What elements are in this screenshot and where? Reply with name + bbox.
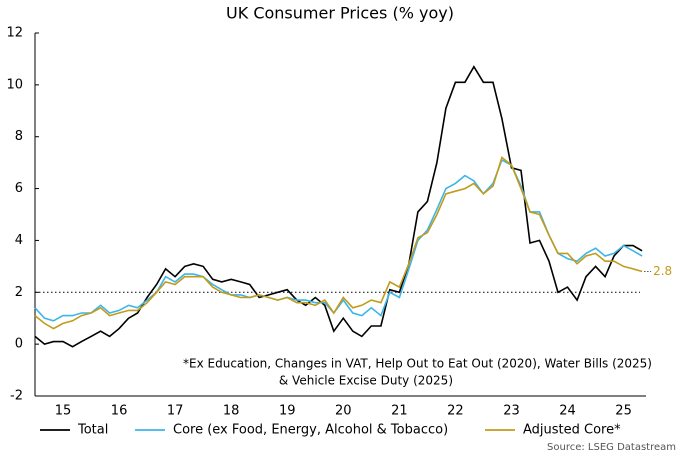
x-tick-label: 19 xyxy=(279,404,296,419)
y-tick-label: 6 xyxy=(15,181,23,196)
y-tick-label: 12 xyxy=(6,26,23,41)
x-tick-label: 23 xyxy=(503,404,520,419)
x-tick-label: 16 xyxy=(111,404,128,419)
x-tick-label: 22 xyxy=(447,404,464,419)
x-tick-label: 24 xyxy=(559,404,576,419)
footnote: *Ex Education, Changes in VAT, Help Out … xyxy=(183,357,652,371)
x-tick-label: 25 xyxy=(615,404,632,419)
x-tick-label: 20 xyxy=(335,404,352,419)
x-tick-label: 18 xyxy=(223,404,240,419)
series-line xyxy=(34,65,643,348)
legend-label: Adjusted Core* xyxy=(523,423,621,438)
x-tick-label: 15 xyxy=(55,404,72,419)
series-line xyxy=(34,156,643,330)
y-tick-label: 0 xyxy=(15,337,23,352)
source: Source: LSEG Datastream xyxy=(547,442,676,453)
footnote: & Vehicle Excise Duty (2025) xyxy=(279,374,453,388)
legend-label: Core (ex Food, Energy, Alcohol & Tobacco… xyxy=(173,423,448,438)
y-tick-label: -2 xyxy=(10,389,23,404)
x-tick-label: 17 xyxy=(167,404,184,419)
x-tick-label: 21 xyxy=(391,404,408,419)
y-tick-label: 4 xyxy=(15,233,23,248)
y-tick-label: 10 xyxy=(6,77,23,92)
end-label: 2.8 xyxy=(653,264,672,278)
chart-title: UK Consumer Prices (% yoy) xyxy=(226,4,454,23)
y-tick-label: 2 xyxy=(15,285,23,300)
legend-label: Total xyxy=(77,423,108,438)
y-tick-label: 8 xyxy=(15,129,23,144)
